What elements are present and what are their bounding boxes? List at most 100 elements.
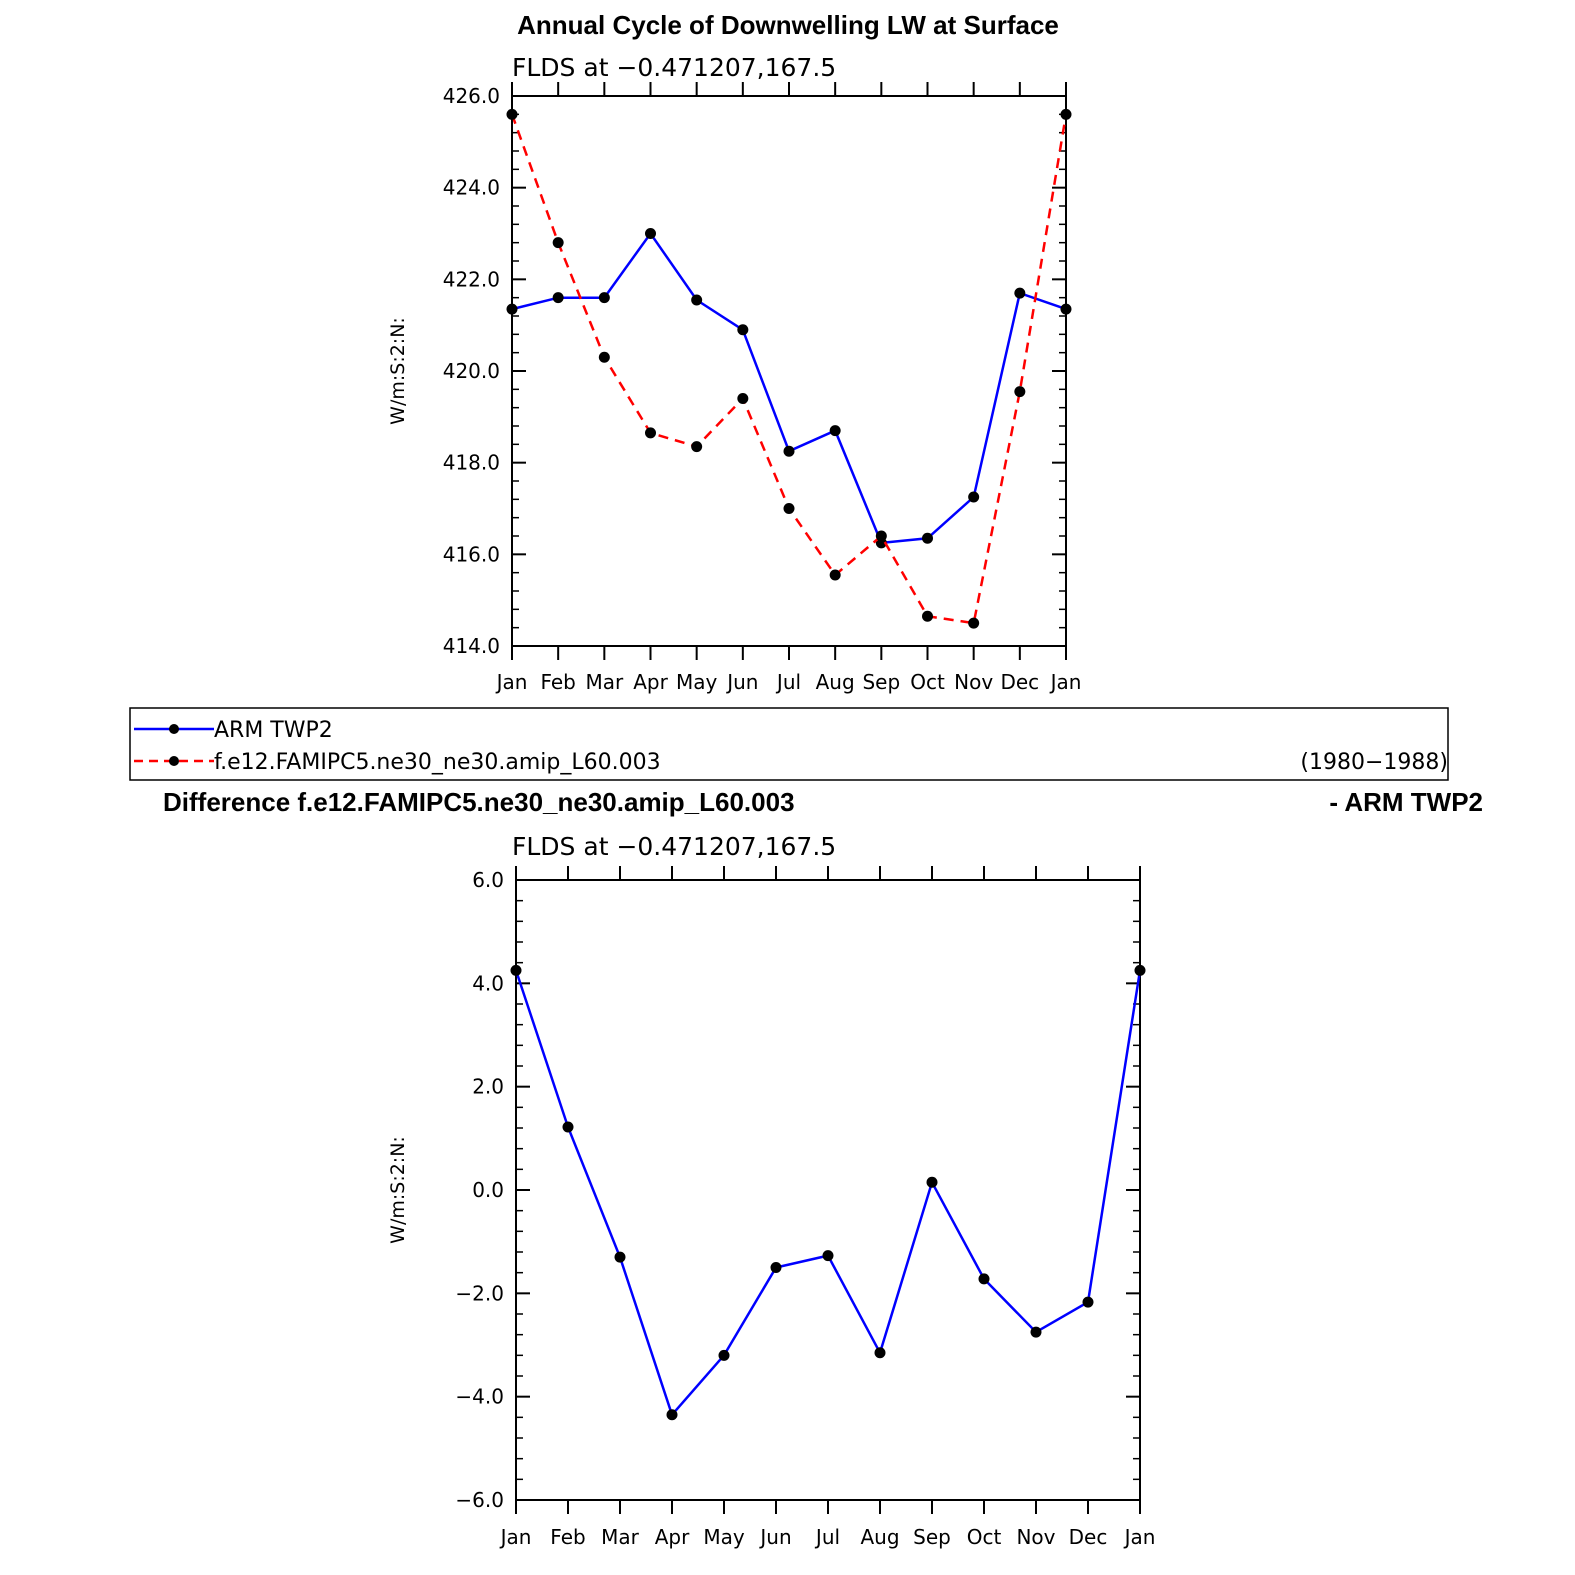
series-line-1 [510, 113, 1068, 625]
x-tick-label: Jan [495, 670, 528, 694]
y-tick-label: 414.0 [443, 634, 500, 658]
x-tick-label: Jul [775, 670, 801, 694]
y-tick-label: 418.0 [443, 451, 500, 475]
data-point [874, 1347, 886, 1359]
data-point [645, 228, 656, 239]
data-point [926, 1176, 938, 1188]
data-point [875, 530, 887, 542]
legend-label-arm: ARM TWP2 [214, 718, 333, 743]
data-point [1014, 287, 1026, 299]
x-tick-label: Feb [550, 1525, 585, 1549]
data-point [506, 303, 518, 315]
data-point [506, 108, 518, 120]
data-point [1014, 386, 1026, 398]
x-tick-label: Jan [1049, 670, 1082, 694]
top-chart-title: Annual Cycle of Downwelling LW at Surfac… [517, 10, 1059, 40]
x-tick-label: Nov [1016, 1525, 1055, 1549]
data-point [562, 1121, 574, 1133]
y-tick-label: 4.0 [472, 971, 504, 995]
series-line-0 [511, 231, 1067, 545]
data-point [922, 532, 933, 544]
data-point [822, 1250, 834, 1262]
data-point [1060, 108, 1072, 120]
data-point [598, 351, 610, 363]
data-point [552, 292, 564, 304]
diff-title-left: Difference f.e12.FAMIPC5.ne30_ne30.amip_… [163, 787, 795, 817]
x-tick-label: Jun [758, 1525, 791, 1549]
x-tick-label: Sep [862, 670, 900, 694]
data-point [783, 503, 795, 514]
data-point [1134, 964, 1146, 976]
data-point [978, 1273, 990, 1285]
data-point [1082, 1296, 1094, 1308]
data-point [783, 445, 795, 457]
y-tick-label: −4.0 [455, 1385, 504, 1409]
data-point [552, 237, 564, 249]
x-tick-label: May [703, 1525, 745, 1549]
data-point [829, 569, 841, 581]
data-point [968, 617, 980, 629]
data-point [666, 1409, 678, 1421]
y-tick-label: −2.0 [455, 1281, 504, 1305]
x-tick-label: Apr [633, 670, 668, 694]
data-point [1060, 303, 1072, 315]
bottom-chart-subtitle: FLDS at −0.471207,167.5 [512, 832, 836, 861]
data-point [737, 393, 749, 404]
x-tick-label: Dec [1069, 1525, 1108, 1549]
data-point [718, 1349, 730, 1361]
data-point [922, 610, 933, 622]
series-line-0 [514, 970, 1142, 1418]
y-tick-label: 2.0 [472, 1075, 504, 1099]
y-tick-label: 416.0 [443, 542, 500, 566]
x-tick-label: Mar [601, 1525, 640, 1549]
data-point [510, 964, 522, 976]
legend: ARM TWP2 f.e12.FAMIPC5.ne30_ne30.amip_L6… [129, 707, 1449, 781]
data-point [1030, 1326, 1042, 1338]
data-point [691, 294, 703, 306]
y-tick-label: 6.0 [472, 868, 504, 892]
data-point [829, 425, 841, 437]
diff-title-right: - ARM TWP2 [1329, 787, 1483, 817]
bottom-chart: −6.0 −4.0 −2.0 0.0 2.0 4.0 6.0 Jan Feb Mar Apr May J… [387, 866, 1155, 1549]
x-tick-label: Oct [967, 1525, 1002, 1549]
legend-marker-arm [169, 724, 179, 734]
top-chart: 414.0 416.0 418.0 420.0 422.0 424.0 426.0 Jan Fe… [387, 82, 1081, 694]
x-tick-label: May [676, 670, 718, 694]
x-tick-label: Nov [954, 670, 993, 694]
data-point [770, 1262, 782, 1273]
data-point [737, 324, 749, 336]
legend-marker-model [169, 756, 179, 766]
legend-label-model: f.e12.FAMIPC5.ne30_ne30.amip_L60.003 [214, 750, 661, 775]
x-tick-label: Apr [655, 1525, 690, 1549]
x-tick-label: Aug [860, 1525, 899, 1549]
y-axis-label: W/m:S:2:N: [387, 317, 409, 425]
data-point [645, 427, 656, 439]
x-tick-label: Mar [585, 670, 624, 694]
top-chart-subtitle: FLDS at −0.471207,167.5 [512, 53, 836, 82]
legend-period: (1980−1988) [1300, 750, 1448, 775]
x-tick-label: Dec [1000, 670, 1039, 694]
x-tick-label: Aug [816, 670, 855, 694]
x-tick-label: Feb [540, 670, 575, 694]
plot-frame [511, 95, 1067, 647]
y-tick-label: 422.0 [443, 267, 500, 291]
y-tick-label: 0.0 [472, 1178, 504, 1202]
data-point [598, 292, 610, 304]
legend-box [129, 707, 1449, 781]
x-tick-label: Jan [1123, 1525, 1156, 1549]
x-tick-label: Jan [499, 1525, 532, 1549]
y-tick-label: 426.0 [443, 84, 500, 108]
data-point [968, 491, 980, 503]
y-tick-label: 420.0 [443, 359, 500, 383]
x-tick-label: Jul [814, 1525, 840, 1549]
x-tick-label: Oct [910, 670, 945, 694]
data-point [614, 1251, 626, 1263]
x-tick-label: Jun [725, 670, 758, 694]
y-axis-label: W/m:S:2:N: [387, 1136, 409, 1244]
y-tick-label: 424.0 [443, 176, 500, 200]
plot-frame [515, 879, 1141, 1501]
y-tick-label: −6.0 [455, 1488, 504, 1512]
x-tick-label: Sep [913, 1525, 951, 1549]
data-point [691, 441, 703, 453]
